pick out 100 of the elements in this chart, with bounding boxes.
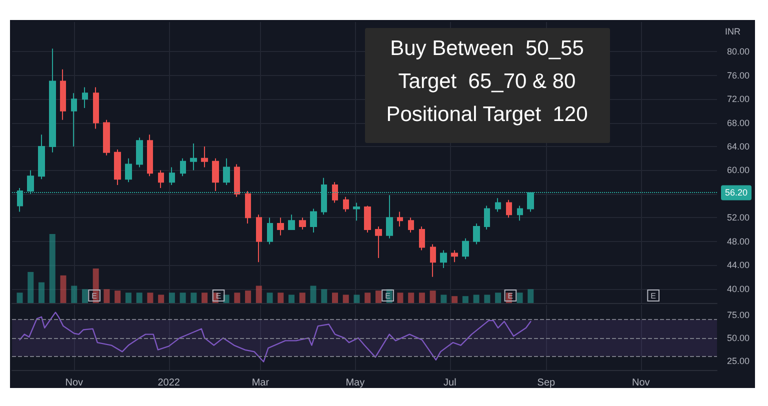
y-tick-label: 76.00 bbox=[727, 70, 750, 80]
bar bbox=[473, 294, 480, 303]
candlestick bbox=[201, 146, 208, 168]
candlestick bbox=[212, 158, 219, 192]
annotation: E bbox=[385, 292, 390, 300]
x-tick-label: Sep bbox=[537, 378, 556, 388]
bar bbox=[202, 292, 208, 303]
candlestick bbox=[419, 226, 425, 251]
bar bbox=[278, 292, 284, 303]
y-axis-title: INR bbox=[725, 26, 741, 36]
candlestick bbox=[38, 134, 45, 180]
y-tick-label: 52.00 bbox=[727, 212, 750, 223]
bar bbox=[288, 294, 295, 303]
bar bbox=[484, 294, 490, 303]
x-tick-label: May bbox=[346, 378, 365, 388]
bar bbox=[462, 296, 468, 303]
candlestick bbox=[408, 217, 414, 233]
candlestick bbox=[430, 244, 436, 278]
candlestick bbox=[158, 170, 164, 188]
candlestick bbox=[462, 238, 469, 260]
bar bbox=[71, 286, 78, 303]
bar bbox=[364, 292, 371, 303]
candlestick bbox=[136, 137, 143, 168]
candlestick bbox=[71, 92, 77, 147]
bar bbox=[190, 292, 197, 303]
bar bbox=[397, 292, 404, 303]
bar bbox=[158, 294, 164, 303]
bar bbox=[332, 292, 338, 303]
bar bbox=[82, 289, 88, 303]
y-tick-label: 64.00 bbox=[727, 141, 750, 152]
x-tick-label: Jul bbox=[444, 378, 456, 388]
bar bbox=[375, 290, 382, 303]
bar bbox=[136, 292, 142, 303]
candlestick bbox=[397, 211, 403, 228]
candlestick bbox=[517, 205, 523, 222]
candlestick bbox=[49, 48, 56, 153]
candlestick bbox=[114, 148, 121, 186]
bar bbox=[354, 294, 360, 303]
candlestick bbox=[506, 199, 512, 218]
bar bbox=[114, 290, 121, 303]
bar bbox=[180, 292, 186, 303]
candlestick bbox=[451, 250, 458, 263]
bar bbox=[516, 292, 523, 303]
candlestick bbox=[440, 250, 447, 269]
y-tick-label: 44.00 bbox=[727, 260, 750, 270]
bar bbox=[452, 296, 458, 303]
annotation: Positional Target 120 bbox=[386, 103, 588, 126]
bar bbox=[16, 292, 23, 303]
candlestick bbox=[267, 217, 273, 245]
y-tick-label: 50.00 bbox=[727, 332, 750, 343]
candlestick bbox=[256, 214, 262, 263]
bar bbox=[418, 292, 425, 303]
bar bbox=[104, 289, 110, 303]
candlestick bbox=[147, 134, 153, 177]
candlestick bbox=[245, 190, 251, 224]
bar bbox=[528, 289, 534, 303]
candlestick bbox=[169, 166, 175, 186]
candlestick bbox=[332, 182, 338, 204]
bar bbox=[168, 292, 175, 303]
bar bbox=[49, 234, 56, 303]
bar bbox=[495, 292, 502, 303]
bar bbox=[310, 286, 316, 303]
bar bbox=[342, 294, 349, 303]
y-tick-label: 68.00 bbox=[727, 118, 750, 128]
bar bbox=[430, 290, 436, 303]
candlestick bbox=[190, 143, 197, 171]
bar bbox=[256, 286, 262, 303]
candlestick bbox=[277, 217, 284, 236]
y-tick-label: 75.00 bbox=[727, 310, 750, 320]
candlestick bbox=[375, 226, 382, 258]
candlestick bbox=[82, 86, 88, 108]
bar bbox=[147, 292, 154, 303]
bar bbox=[321, 289, 328, 303]
bar bbox=[28, 272, 34, 303]
y-tick-label: 25.00 bbox=[727, 356, 750, 366]
bar bbox=[299, 292, 306, 303]
bar bbox=[125, 292, 132, 303]
candlestick bbox=[60, 68, 66, 120]
candlestick bbox=[93, 86, 99, 130]
candlestick bbox=[234, 164, 240, 198]
annotation: Target 65_70 & 80 bbox=[398, 70, 576, 93]
bar bbox=[266, 292, 273, 303]
candlestick bbox=[180, 158, 186, 177]
candlestick bbox=[288, 214, 295, 230]
y-tick-label: 80.00 bbox=[727, 46, 750, 57]
candlestick bbox=[386, 194, 393, 239]
candlestick bbox=[484, 205, 490, 230]
candlestick bbox=[343, 196, 349, 212]
candlestick bbox=[495, 198, 501, 212]
candlestick bbox=[310, 208, 317, 233]
y-tick-label: 48.00 bbox=[727, 236, 750, 246]
annotation: E bbox=[650, 292, 656, 300]
candlestick bbox=[299, 217, 306, 230]
y-tick-label: 40.00 bbox=[727, 284, 750, 294]
candlestick bbox=[125, 158, 132, 183]
y-tick-label: 72.00 bbox=[727, 94, 750, 104]
bar bbox=[440, 294, 447, 303]
bar bbox=[408, 292, 414, 303]
bar bbox=[60, 275, 66, 303]
bar bbox=[38, 282, 45, 303]
